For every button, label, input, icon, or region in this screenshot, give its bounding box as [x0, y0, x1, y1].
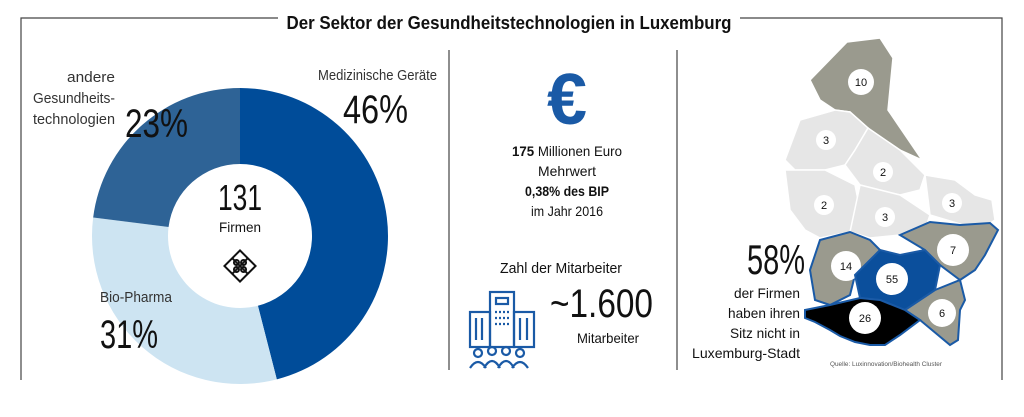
donut-chart [91, 87, 389, 384]
region-count-badge [876, 263, 908, 295]
map-region: 10 [809, 37, 925, 162]
region-count: 10 [855, 77, 867, 89]
source-note: Quelle: Luxinnovation/Biohealth Cluster [830, 362, 942, 368]
slice-biopharma [91, 217, 277, 384]
slice-medical [240, 87, 389, 380]
map-region: 3 [784, 109, 869, 171]
map-caption-4: Luxemburg-Stadt [692, 345, 800, 361]
region-count: 6 [939, 308, 945, 320]
slice-value-biopharma: 31% [100, 313, 158, 357]
slice-label-other-3: technologien [33, 111, 115, 128]
region-count: 14 [840, 261, 852, 273]
office-building-people-icon [468, 290, 536, 369]
region-count: 3 [823, 135, 829, 147]
slice-other [93, 88, 240, 227]
map-region: 3 [924, 174, 996, 231]
frame [20, 17, 1003, 380]
euro-icon: € [547, 60, 587, 140]
region-count-badge [849, 302, 881, 334]
region-count-badge [937, 234, 969, 266]
map-caption-1: der Firmen [734, 285, 800, 301]
employees-value: ~1.600 [550, 282, 653, 326]
employees-heading: Zahl der Mitarbeiter [500, 260, 622, 277]
region-count: 3 [882, 212, 888, 224]
region-count: 55 [886, 274, 898, 286]
region-count-badge [928, 299, 956, 327]
region-count-badge [848, 69, 874, 95]
map-caption-3: Sitz nicht in [730, 325, 800, 341]
slice-label-other-2: Gesundheits- [33, 90, 115, 107]
page-title: Der Sektor der Gesundheitstechnologien i… [287, 13, 732, 33]
map-region: 2 [784, 169, 861, 239]
puzzle-icon [223, 249, 257, 283]
map-region: 2 [844, 126, 926, 196]
slice-label-biopharma: Bio-Pharma [100, 289, 173, 306]
region-count-badge [816, 130, 836, 150]
value-added-amount: 175 [512, 143, 534, 159]
value-added-label: Mehrwert [538, 163, 596, 179]
region-count-badge [831, 251, 861, 281]
region-count: 3 [949, 198, 955, 210]
slice-label-other-1: andere [67, 69, 115, 86]
region-count-badge [942, 193, 962, 213]
employees-unit: Mitarbeiter [577, 330, 639, 346]
map-region: 6 [903, 278, 967, 347]
center-value: 131 [218, 177, 262, 218]
year-label: im Jahr 2016 [531, 203, 603, 219]
map-region: 26 [804, 296, 922, 346]
region-count: 2 [821, 200, 827, 212]
region-count: 7 [950, 245, 956, 257]
map-caption-2: haben ihren [728, 305, 800, 321]
slice-label-medical: Medizinische Geräte [318, 67, 437, 84]
region-count-badge [873, 162, 893, 182]
slice-value-medical: 46% [343, 88, 408, 132]
slice-value-other: 23% [125, 102, 188, 146]
region-count: 26 [859, 313, 871, 325]
value-added-unit: Millionen Euro [534, 143, 622, 159]
map-region: 7 [897, 220, 1000, 282]
map-headline: 58% [747, 236, 805, 283]
gdp-share: 0,38% des BIP [525, 183, 609, 199]
center-label: Firmen [219, 219, 261, 235]
region-count-badge [875, 207, 895, 227]
luxembourg-map: 10 3 2 2 3 3 14 55 7 6 26 [784, 37, 1000, 347]
region-count: 2 [880, 167, 886, 179]
region-count-badge [814, 195, 834, 215]
map-region: 14 [808, 230, 882, 307]
value-added-line: 175 Millionen Euro [512, 143, 622, 159]
